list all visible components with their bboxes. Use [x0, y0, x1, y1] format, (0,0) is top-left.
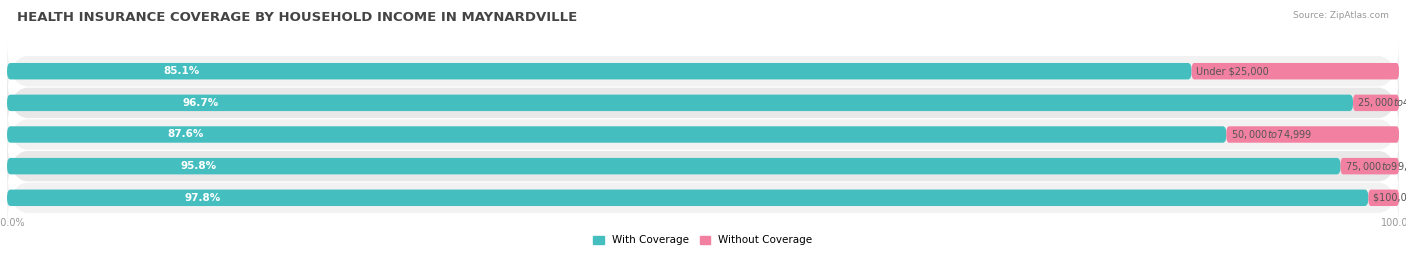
- FancyBboxPatch shape: [7, 134, 1399, 199]
- FancyBboxPatch shape: [1191, 63, 1399, 79]
- Text: 95.8%: 95.8%: [181, 161, 217, 171]
- FancyBboxPatch shape: [7, 63, 1191, 79]
- FancyBboxPatch shape: [7, 165, 1399, 230]
- FancyBboxPatch shape: [7, 158, 1340, 174]
- Text: $25,000 to $49,999: $25,000 to $49,999: [1357, 96, 1406, 109]
- FancyBboxPatch shape: [1340, 158, 1399, 174]
- FancyBboxPatch shape: [7, 95, 1353, 111]
- Text: Source: ZipAtlas.com: Source: ZipAtlas.com: [1294, 11, 1389, 20]
- Text: 87.6%: 87.6%: [167, 129, 204, 140]
- FancyBboxPatch shape: [7, 39, 1399, 104]
- FancyBboxPatch shape: [1368, 190, 1399, 206]
- FancyBboxPatch shape: [7, 70, 1399, 135]
- Text: $100,000 and over: $100,000 and over: [1372, 193, 1406, 203]
- FancyBboxPatch shape: [7, 126, 1226, 143]
- Text: Under $25,000: Under $25,000: [1195, 66, 1268, 76]
- Text: 85.1%: 85.1%: [163, 66, 200, 76]
- Text: $75,000 to $99,999: $75,000 to $99,999: [1344, 160, 1406, 173]
- Text: $50,000 to $74,999: $50,000 to $74,999: [1230, 128, 1312, 141]
- FancyBboxPatch shape: [1226, 126, 1399, 143]
- Legend: With Coverage, Without Coverage: With Coverage, Without Coverage: [593, 235, 813, 246]
- FancyBboxPatch shape: [7, 190, 1368, 206]
- FancyBboxPatch shape: [7, 102, 1399, 167]
- Text: HEALTH INSURANCE COVERAGE BY HOUSEHOLD INCOME IN MAYNARDVILLE: HEALTH INSURANCE COVERAGE BY HOUSEHOLD I…: [17, 11, 576, 24]
- FancyBboxPatch shape: [1353, 95, 1399, 111]
- Text: 96.7%: 96.7%: [183, 98, 219, 108]
- Text: 97.8%: 97.8%: [184, 193, 221, 203]
